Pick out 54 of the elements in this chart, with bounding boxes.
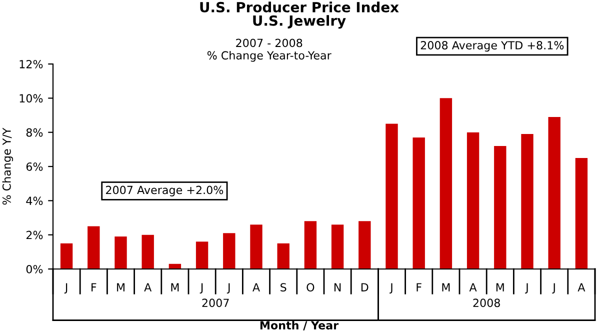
bar bbox=[60, 243, 73, 269]
y-tick-label: 6% bbox=[26, 162, 43, 171]
bar bbox=[548, 116, 560, 269]
x-tick-label: J bbox=[525, 283, 528, 294]
bar bbox=[412, 137, 425, 269]
bar bbox=[196, 242, 208, 269]
bar bbox=[304, 221, 317, 269]
bar bbox=[466, 132, 480, 269]
y-tick-label: 4% bbox=[26, 196, 43, 206]
x-tick-label: J bbox=[390, 283, 392, 294]
bar bbox=[142, 234, 154, 269]
x-tick-label: J bbox=[200, 283, 203, 294]
x-tick-label: F bbox=[416, 283, 422, 292]
x-tick-label: N bbox=[334, 283, 341, 292]
annotation: 2007 Average +2.0% bbox=[106, 186, 224, 196]
bar bbox=[358, 221, 371, 269]
x-tick-label: O bbox=[306, 283, 314, 292]
x-axis-title: Month / Year bbox=[260, 320, 339, 330]
y-axis-title: % Change Y/Y bbox=[2, 128, 14, 205]
x-tick-label: M bbox=[442, 283, 450, 292]
bar bbox=[521, 134, 534, 269]
y-tick-label: 10% bbox=[20, 94, 43, 103]
x-tick-label: M bbox=[496, 283, 504, 292]
chart-title: U.S. Producer Price Index U.S. Jewelry bbox=[200, 2, 399, 29]
bar bbox=[386, 124, 398, 269]
bar bbox=[223, 233, 236, 269]
x-tick-label: M bbox=[171, 283, 179, 292]
y-tick-label: 8% bbox=[26, 128, 43, 137]
bar bbox=[88, 226, 100, 269]
y-tick-label: 0% bbox=[26, 264, 43, 274]
x-tick-label: A bbox=[144, 283, 152, 292]
bar bbox=[331, 224, 344, 269]
x-tick-label: F bbox=[92, 283, 96, 292]
x-tick-label: A bbox=[252, 283, 260, 292]
x-tick-label: J bbox=[552, 283, 555, 294]
bar bbox=[277, 243, 290, 269]
bar bbox=[494, 146, 506, 269]
x-tick-label: D bbox=[361, 283, 368, 292]
x-tick-label: J bbox=[64, 283, 68, 294]
y-tick-label: 2% bbox=[26, 230, 43, 240]
x-tick-label: A bbox=[469, 283, 477, 292]
y-tick-label: 12% bbox=[20, 60, 43, 68]
x-tick-label: S bbox=[280, 283, 286, 292]
bar bbox=[114, 236, 127, 269]
text: 2008 Average YTD +8.1% bbox=[420, 41, 564, 52]
bar bbox=[250, 224, 262, 269]
x-tick-label: A bbox=[578, 283, 586, 292]
text: 2007 bbox=[202, 298, 229, 308]
bar bbox=[575, 158, 588, 269]
text: 2008 bbox=[473, 298, 500, 308]
chart-subtitle: 2007 - 2008 % Change Year-to-Year bbox=[207, 38, 332, 62]
bar bbox=[440, 98, 452, 269]
x-tick-label: J bbox=[226, 283, 230, 294]
x-tick-label: M bbox=[117, 283, 124, 292]
